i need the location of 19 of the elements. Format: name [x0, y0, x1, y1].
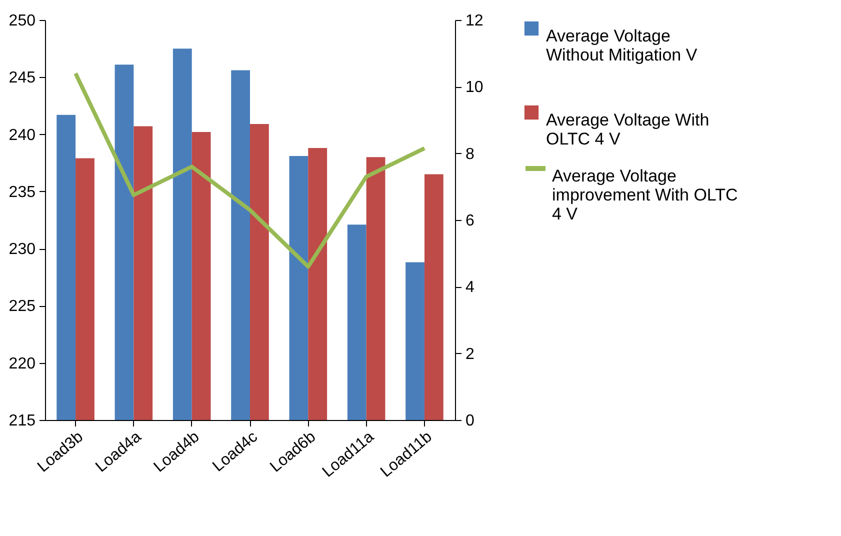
y-tick-label: 245: [8, 70, 36, 87]
legend-label: Average Voltage With OLTC 4 V: [546, 110, 710, 148]
y-tick-label: 240: [8, 126, 36, 144]
y-tick-label: 235: [8, 184, 36, 201]
legend-label: Average Voltage improvement With OLTC 4 V: [552, 166, 738, 224]
y-tick-label: 225: [8, 298, 36, 316]
y2-tick-label: 12: [466, 12, 484, 30]
y-tick-label: 250: [8, 12, 36, 30]
y-tick-label: 220: [8, 355, 36, 372]
y2-tick-label: 8: [466, 146, 474, 163]
y-tick-label: 230: [8, 241, 36, 258]
legend-label: Average Voltage Without Mitigation V: [546, 26, 698, 64]
y2-tick-label: 4: [466, 279, 474, 296]
y2-tick-label: 2: [466, 346, 474, 363]
y-tick-label: 215: [8, 412, 36, 430]
line-series: [74, 71, 426, 269]
y2-tick-label: 6: [466, 212, 474, 230]
y2-tick-label: 0: [466, 412, 474, 430]
y2-tick-label: 10: [466, 79, 484, 96]
